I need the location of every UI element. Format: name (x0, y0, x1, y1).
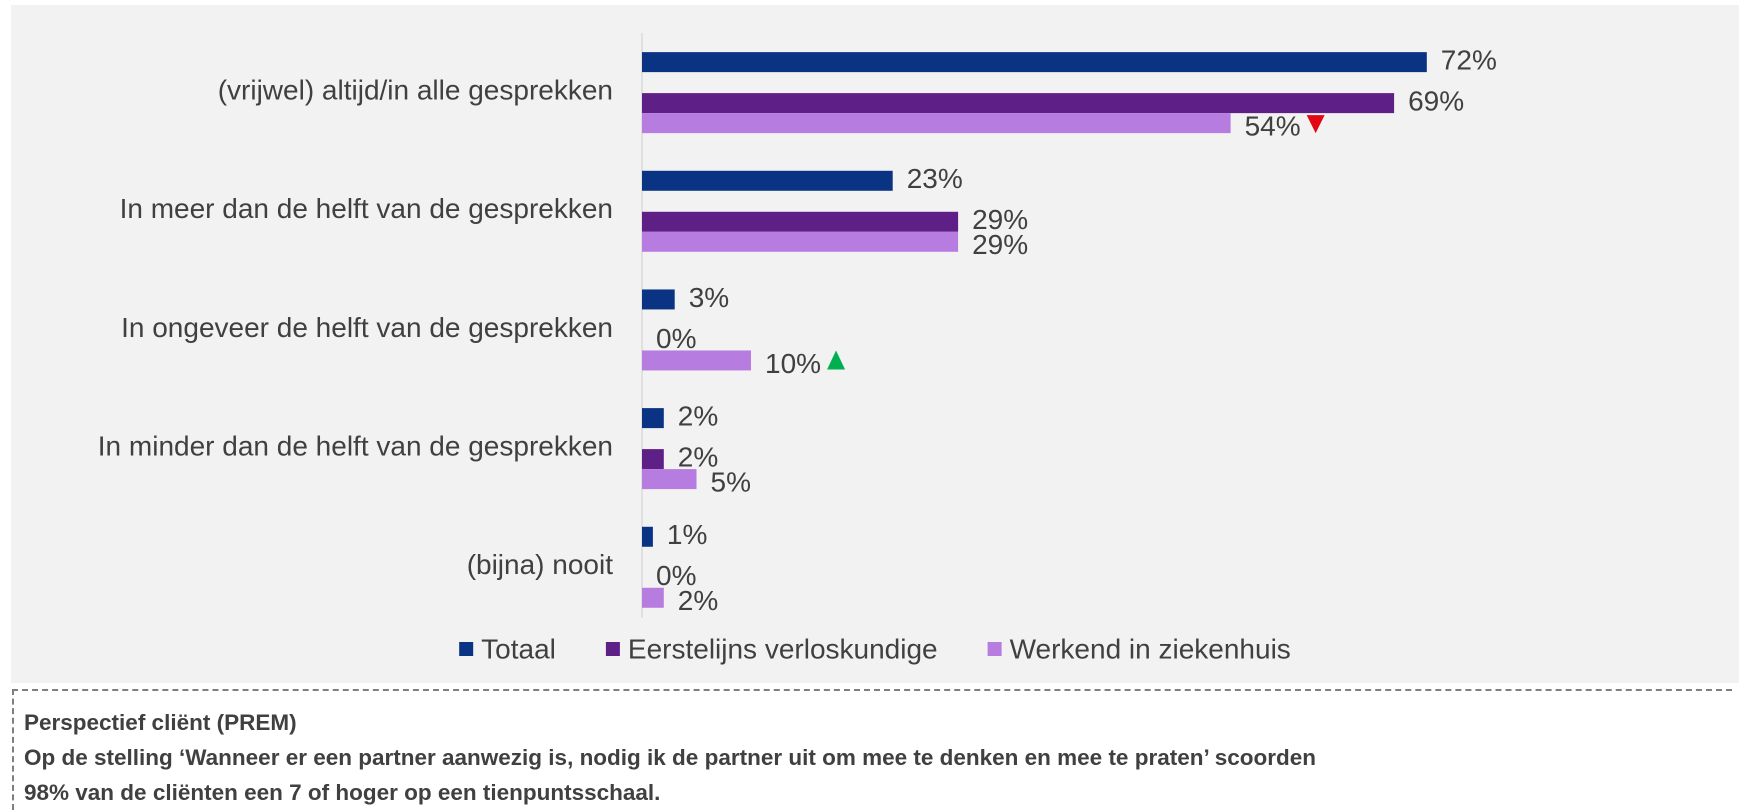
legend-swatch (987, 642, 1002, 656)
legend-label: Totaal (481, 633, 556, 664)
category-label: (vrijwel) altijd/in alle gesprekken (218, 75, 613, 106)
value-label: 54% (1245, 111, 1301, 142)
value-label: 3% (689, 282, 729, 313)
bar (642, 211, 959, 232)
category-label: In ongeveer de helft van de gesprekken (121, 312, 613, 343)
value-label: 5% (711, 467, 751, 498)
bar (642, 469, 697, 490)
value-label: 29% (972, 204, 1028, 235)
bar (642, 587, 664, 608)
bar (642, 93, 1395, 114)
value-label: 2% (678, 585, 718, 616)
value-label: 29% (972, 229, 1028, 260)
legend-swatch (605, 642, 620, 656)
bar (642, 52, 1427, 73)
value-label: 0% (656, 323, 696, 354)
legend-label: Werkend in ziekenhuis (1010, 633, 1291, 664)
note-box: Perspectief cliënt (PREM) Op de stelling… (12, 689, 1732, 810)
value-label: 72% (1441, 45, 1497, 76)
chart: (vrijwel) altijd/in alle gesprekken 72% 69… (11, 5, 1739, 683)
note-title: Perspectief cliënt (PREM) (24, 710, 297, 735)
value-label: 2% (678, 442, 718, 473)
value-label: 69% (1408, 86, 1464, 117)
note-line: Op de stelling ‘Wanneer er een partner a… (24, 745, 1316, 770)
bar (642, 408, 664, 429)
legend-swatch (459, 642, 474, 656)
bar (642, 113, 1231, 134)
bar (642, 289, 675, 310)
value-label: 23% (907, 163, 963, 194)
bar (642, 350, 751, 371)
legend-label: Eerstelijns verloskundige (628, 633, 938, 664)
bar (642, 526, 653, 547)
significance-down (1306, 115, 1325, 134)
value-label: 2% (678, 401, 718, 432)
significance-up (827, 350, 846, 370)
bar (642, 170, 893, 191)
category-label: In meer dan de helft van de gesprekken (120, 193, 613, 224)
bar (642, 231, 959, 252)
value-label: 1% (667, 519, 707, 550)
bar (642, 449, 664, 470)
category-label: (bijna) nooit (467, 549, 614, 580)
note-line: 98% van de cliënten een 7 of hoger op ee… (24, 780, 661, 805)
category-label: In minder dan de helft van de gesprekken (98, 431, 613, 462)
value-label: 0% (656, 560, 696, 591)
value-label: 10% (765, 348, 821, 379)
